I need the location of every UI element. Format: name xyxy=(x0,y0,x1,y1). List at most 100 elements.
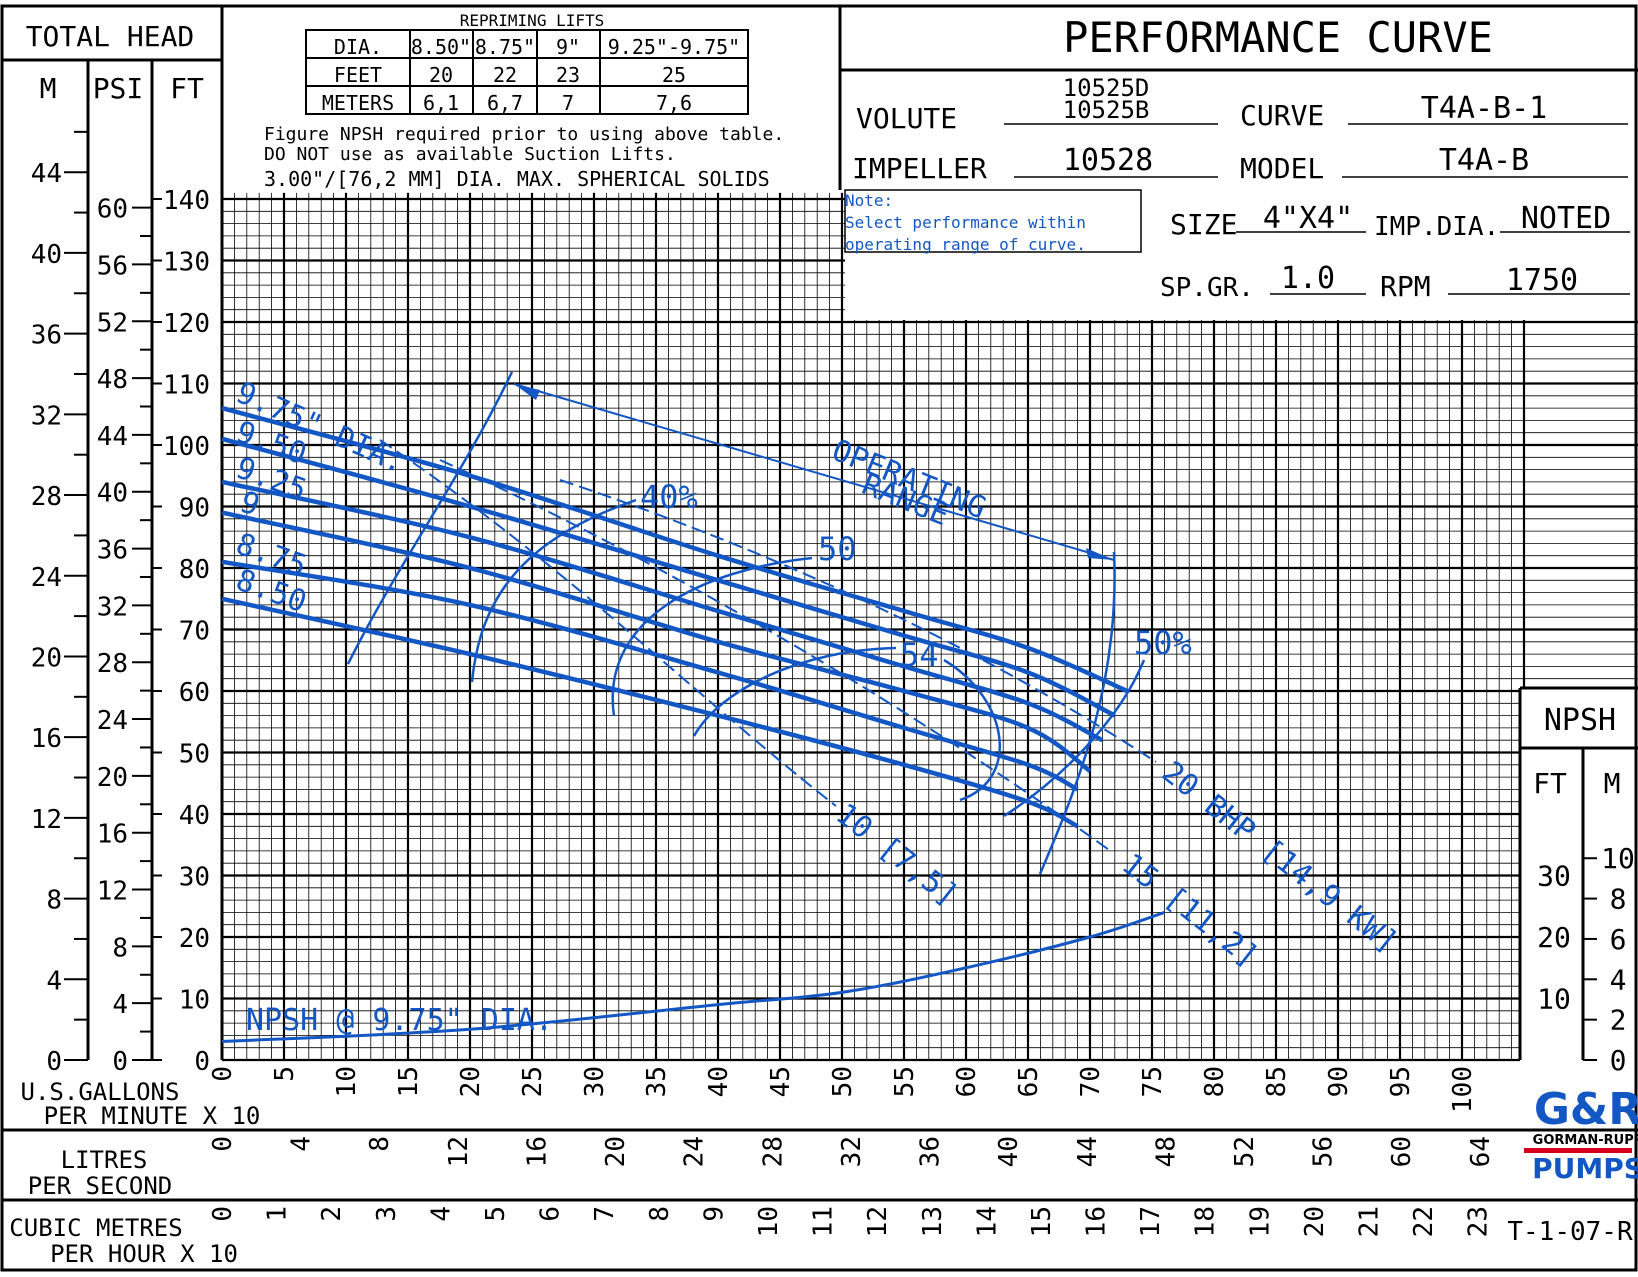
gpm-tick-label: 45 xyxy=(766,1066,796,1097)
cmh-tick-label: 3 xyxy=(372,1206,402,1222)
cmh-tick-label: 4 xyxy=(426,1206,456,1222)
psi-tick-label: 48 xyxy=(97,365,128,395)
gpm-tick-label: 100 xyxy=(1448,1066,1478,1113)
head-curve xyxy=(221,510,1092,773)
psi-tick-label: 20 xyxy=(97,763,128,793)
lps-tick-label: 52 xyxy=(1230,1136,1260,1167)
psi-tick-label: 12 xyxy=(97,877,128,907)
impdia-label: IMP.DIA. xyxy=(1374,212,1499,242)
ft-tick-label: 70 xyxy=(179,617,210,647)
operating-range-right-boundary xyxy=(1038,551,1116,875)
repriming-meters-cell: 7 xyxy=(562,91,574,115)
gpm-tick-label: 20 xyxy=(456,1066,486,1097)
m-tick-label: 0 xyxy=(46,1047,62,1077)
efficiency-50-label: 50 xyxy=(818,530,857,568)
repriming-meters-cell: 6,1 xyxy=(423,91,459,115)
logo-name: GORMAN-RUPP xyxy=(1533,1133,1638,1148)
gpm-tick-label: 70 xyxy=(1076,1066,1106,1097)
psi-tick-label: 8 xyxy=(112,933,128,963)
logo-mark: G&R xyxy=(1534,1084,1638,1135)
psi-tick-label: 4 xyxy=(112,990,128,1020)
efficiency-40-curve xyxy=(470,498,637,683)
grid-major xyxy=(220,192,1638,1062)
lps-tick-label: 16 xyxy=(522,1136,552,1167)
logo-pumps: PUMPS xyxy=(1532,1152,1638,1185)
ft-tick-label: 90 xyxy=(179,494,210,524)
gpm-tick-label: 0 xyxy=(208,1066,238,1082)
psi-tick-label: 0 xyxy=(112,1047,128,1077)
lps-tick-label: 4 xyxy=(287,1136,317,1152)
cmh-label-1: CUBIC METRES xyxy=(9,1214,182,1242)
npsh-curve-label: NPSH @ 9.75" DIA. xyxy=(246,1003,553,1038)
lps-tick-label: 28 xyxy=(758,1136,788,1167)
gpm-tick-label: 5 xyxy=(270,1066,300,1082)
curve-label: CURVE xyxy=(1240,99,1324,132)
repriming-dia-label: DIA. xyxy=(334,35,382,59)
model-value: T4A-B xyxy=(1439,143,1529,178)
curve-value: T4A-B-1 xyxy=(1421,91,1547,126)
cmh-tick-label: 13 xyxy=(918,1206,948,1237)
psi-tick-label: 40 xyxy=(97,479,128,509)
gpm-tick-label: 80 xyxy=(1200,1066,1230,1097)
m-tick-label: 40 xyxy=(31,240,62,270)
efficiency-50-curve xyxy=(611,556,813,717)
lps-label-2: PER SECOND xyxy=(28,1172,173,1200)
lps-tick-label: 36 xyxy=(916,1136,946,1167)
repriming-title: REPRIMING LIFTS xyxy=(460,11,605,30)
size-label: SIZE xyxy=(1170,208,1237,241)
repriming-feet-cell: 23 xyxy=(556,63,580,87)
psi-tick-label: 24 xyxy=(97,706,128,736)
npsh-m-tick-label: 6 xyxy=(1610,923,1627,956)
cmh-tick-label: 14 xyxy=(972,1206,1002,1237)
repriming-feet-label: FEET xyxy=(334,63,382,87)
cmh-tick-label: 7 xyxy=(590,1206,620,1222)
m-tick-label: 32 xyxy=(31,401,62,431)
repriming-footnote-2: DO NOT use as available Suction Lifts. xyxy=(264,144,676,165)
m-tick-label: 12 xyxy=(31,805,62,835)
m-tick-label: 36 xyxy=(31,321,62,351)
lps-tick-label: 60 xyxy=(1387,1136,1417,1167)
note-line-1: Select performance within xyxy=(845,213,1086,232)
cmh-tick-label: 1 xyxy=(263,1206,293,1222)
chart-title: PERFORMANCE CURVE xyxy=(1063,13,1493,62)
gpm-tick-label: 30 xyxy=(580,1066,610,1097)
lps-tick-label: 44 xyxy=(1073,1136,1103,1167)
npsh-m-unit: M xyxy=(1604,767,1621,800)
cmh-tick-label: 8 xyxy=(645,1206,675,1222)
gpm-tick-label: 15 xyxy=(394,1066,424,1097)
ft-tick-label: 0 xyxy=(194,1047,210,1077)
ft-tick-label: 40 xyxy=(179,801,210,831)
efficiency-54-label: 54 xyxy=(900,636,939,674)
cmh-tick-label: 17 xyxy=(1136,1206,1166,1237)
volute-value-2: 10525B xyxy=(1063,96,1150,124)
unit-ft: FT xyxy=(170,72,204,105)
efficiency-40-label: 40% xyxy=(640,478,698,516)
info-panel-bg xyxy=(845,70,1638,320)
repriming-table-grid xyxy=(305,29,749,115)
npsh-title: NPSH xyxy=(1544,703,1616,738)
head-curve xyxy=(221,596,1079,829)
drawing-number: T-1-07-R xyxy=(1507,1217,1633,1247)
efficiency-54-right xyxy=(943,658,1001,802)
psi-tick-label: 56 xyxy=(97,251,128,281)
m-tick-label: 4 xyxy=(46,966,62,996)
left-axis-ticks: 0102030405060708090100110120130140048121… xyxy=(31,130,210,1077)
npsh-m-tick-label: 8 xyxy=(1610,883,1627,916)
gpm-label-1: U.S.GALLONS xyxy=(21,1078,180,1106)
volute-label: VOLUTE xyxy=(856,102,957,135)
gpm-tick-label: 35 xyxy=(642,1066,672,1097)
efficiency-54-curve xyxy=(692,646,897,737)
frame xyxy=(0,4,1638,1272)
ft-tick-label: 30 xyxy=(179,863,210,893)
m-tick-label: 20 xyxy=(31,643,62,673)
repriming-dia-cell: 9.25"-9.75" xyxy=(608,35,740,59)
gpm-tick-label: 95 xyxy=(1386,1066,1416,1097)
m-tick-label: 28 xyxy=(31,482,62,512)
bottom-axis-ticks: 0 5 10 15 20 25 30 35 40 45 50 55 60 65 70 75 80 85 90 95 10… xyxy=(208,1066,1496,1237)
psi-tick-label: 52 xyxy=(97,308,128,338)
repriming-dia-cell: 8.75" xyxy=(475,35,535,59)
repriming-feet-cell: 25 xyxy=(662,63,686,87)
unit-m: M xyxy=(40,72,57,105)
ft-tick-label: 140 xyxy=(163,186,210,216)
